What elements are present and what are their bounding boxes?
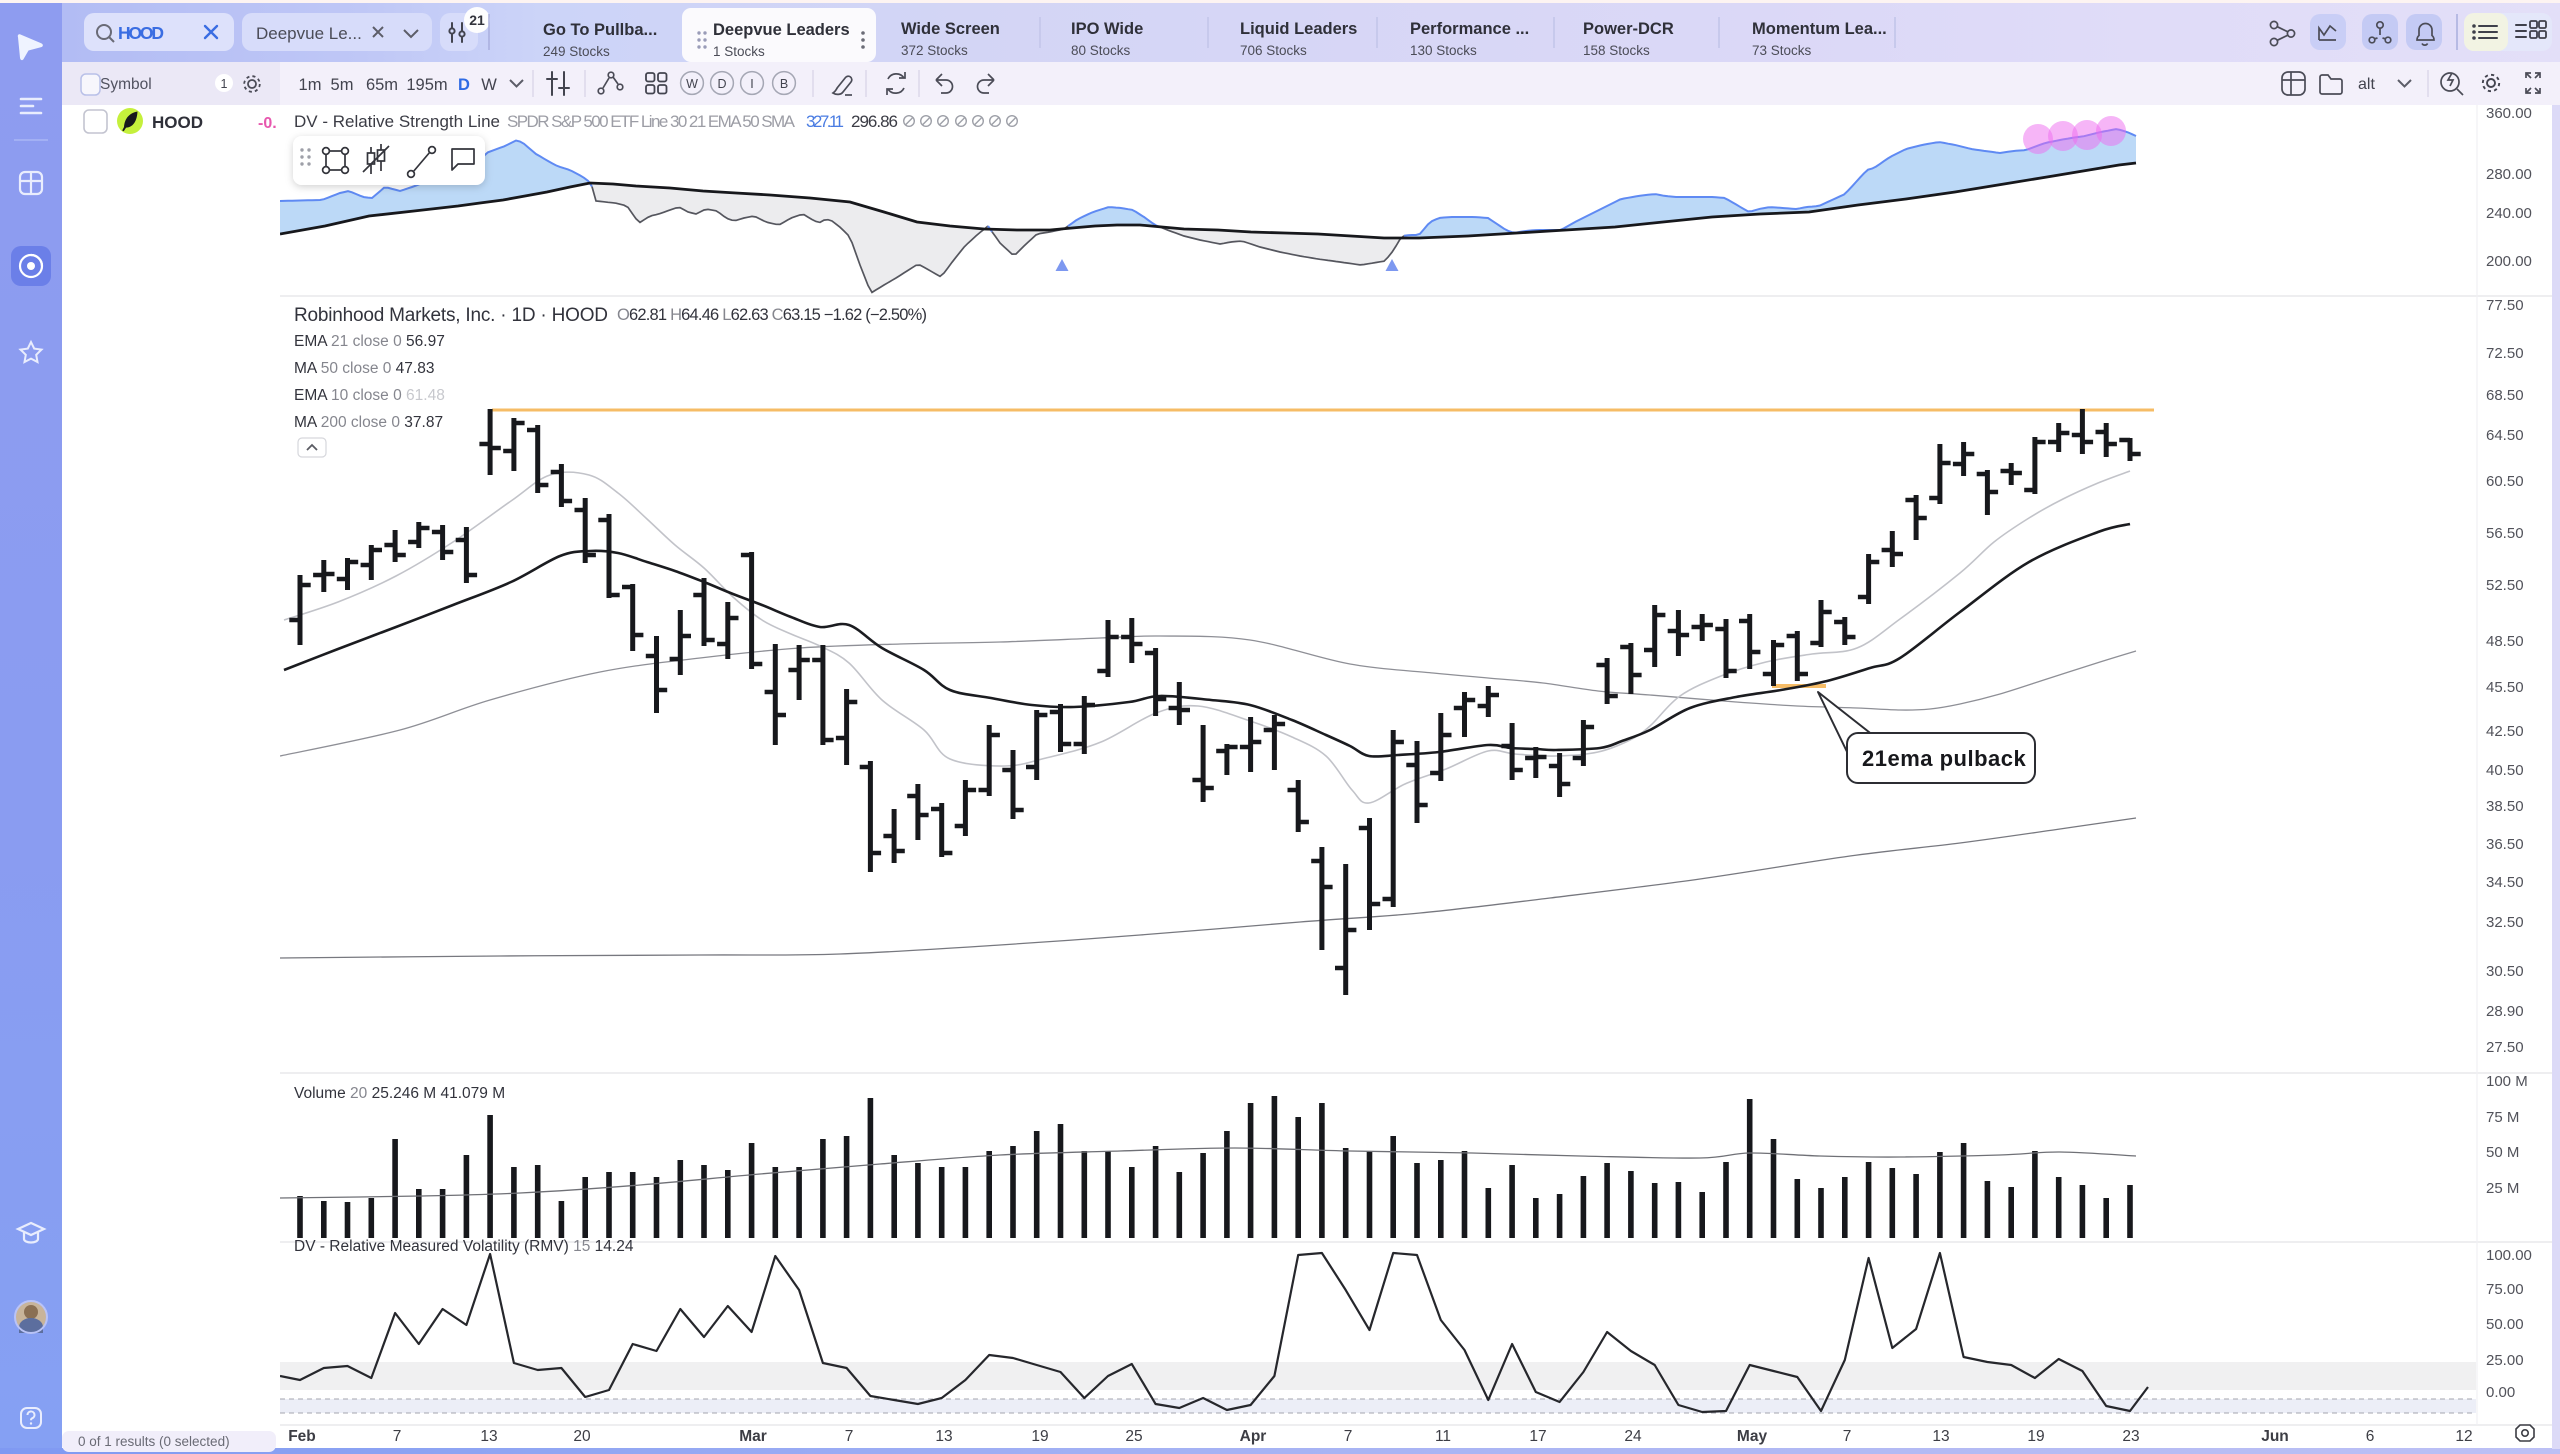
- svg-text:40.50: 40.50: [2486, 762, 2524, 779]
- svg-text:DV - Relative Strength Line: DV - Relative Strength Line: [294, 112, 500, 131]
- svg-text:25.00: 25.00: [2486, 1352, 2524, 1369]
- svg-text:7: 7: [393, 1428, 402, 1445]
- svg-text:34.50: 34.50: [2486, 874, 2524, 891]
- svg-text:52.50: 52.50: [2486, 577, 2524, 594]
- svg-text:13: 13: [480, 1428, 497, 1445]
- svg-text:24: 24: [1624, 1428, 1642, 1445]
- svg-text:MA 50 close 0 47.83: MA 50 close 0 47.83: [294, 360, 434, 377]
- svg-text:5m: 5m: [331, 76, 354, 94]
- svg-text:36.50: 36.50: [2486, 836, 2524, 853]
- svg-text:27.50: 27.50: [2486, 1039, 2524, 1056]
- svg-text:75 M: 75 M: [2486, 1109, 2519, 1126]
- svg-text:13: 13: [935, 1428, 952, 1445]
- svg-text:195m: 195m: [406, 76, 447, 94]
- svg-text:DV - Relative Measured Volatil: DV - Relative Measured Volatility (RMV) …: [294, 1238, 634, 1255]
- svg-text:100 M: 100 M: [2486, 1073, 2528, 1090]
- svg-text:65m: 65m: [366, 76, 398, 94]
- svg-text:327.11: 327.11: [806, 112, 844, 131]
- svg-text:HOOD: HOOD: [152, 113, 203, 132]
- svg-text:19: 19: [2027, 1428, 2044, 1445]
- svg-text:68.50: 68.50: [2486, 387, 2524, 404]
- svg-text:1m: 1m: [299, 76, 322, 94]
- svg-text:42.50: 42.50: [2486, 723, 2524, 740]
- svg-text:Apr: Apr: [1240, 1428, 1267, 1445]
- svg-text:200.00: 200.00: [2486, 253, 2532, 270]
- svg-text:75.00: 75.00: [2486, 1281, 2524, 1298]
- svg-text:7: 7: [845, 1428, 854, 1445]
- svg-text:EMA 21 close 0 56.97: EMA 21 close 0 56.97: [294, 333, 445, 350]
- svg-text:48.50: 48.50: [2486, 633, 2524, 650]
- svg-text:1: 1: [221, 77, 228, 91]
- svg-text:Robinhood Markets, Inc. · 1D ·: Robinhood Markets, Inc. · 1D · HOOD: [294, 305, 608, 326]
- svg-text:D: D: [458, 76, 470, 94]
- svg-text:EMA 10 close 0 61.48: EMA 10 close 0 61.48: [294, 387, 445, 404]
- svg-text:Volume 20 25.246 M 41.079 M: Volume 20 25.246 M 41.079 M: [294, 1085, 505, 1102]
- svg-text:Symbol: Symbol: [100, 76, 152, 93]
- svg-text:Mar: Mar: [739, 1428, 767, 1445]
- svg-text:17: 17: [1529, 1428, 1546, 1445]
- svg-text:11: 11: [1435, 1428, 1451, 1445]
- svg-text:25: 25: [1125, 1428, 1142, 1445]
- svg-text:50.00: 50.00: [2486, 1316, 2524, 1333]
- svg-text:W: W: [481, 76, 497, 94]
- svg-text:-0.: -0.: [258, 115, 277, 132]
- svg-text:280.00: 280.00: [2486, 166, 2532, 183]
- svg-text:W: W: [686, 77, 698, 91]
- svg-text:360.00: 360.00: [2486, 105, 2532, 122]
- svg-text:6: 6: [2366, 1428, 2375, 1445]
- svg-text:7: 7: [1344, 1428, 1353, 1445]
- svg-text:D: D: [717, 77, 726, 91]
- svg-text:7: 7: [1843, 1428, 1852, 1445]
- svg-text:May: May: [1737, 1428, 1768, 1445]
- svg-text:56.50: 56.50: [2486, 525, 2524, 542]
- svg-text:296.86: 296.86: [851, 112, 898, 131]
- svg-text:45.50: 45.50: [2486, 679, 2524, 696]
- svg-text:O62.81 H64.46 L62.63 C63.15 −1: O62.81 H64.46 L62.63 C63.15 −1.62 (−2.50…: [617, 306, 927, 324]
- svg-text:MA 200 close 0 37.87: MA 200 close 0 37.87: [294, 414, 443, 431]
- svg-text:20: 20: [573, 1428, 591, 1445]
- svg-text:Deepvue Le...: Deepvue Le...: [256, 24, 362, 43]
- svg-text:I: I: [750, 77, 753, 91]
- svg-text:64.50: 64.50: [2486, 427, 2524, 444]
- svg-text:77.50: 77.50: [2486, 297, 2524, 314]
- svg-text:100.00: 100.00: [2486, 1247, 2532, 1264]
- svg-text:Jun: Jun: [2261, 1428, 2289, 1445]
- svg-text:60.50: 60.50: [2486, 473, 2524, 490]
- svg-text:28.90: 28.90: [2486, 1003, 2524, 1020]
- svg-text:12: 12: [2455, 1428, 2472, 1445]
- svg-text:SPDR S&P 500 ETF Line 30 21 EM: SPDR S&P 500 ETF Line 30 21 EMA 50 SMA: [507, 112, 796, 131]
- svg-text:Feb: Feb: [288, 1428, 316, 1445]
- svg-text:240.00: 240.00: [2486, 205, 2532, 222]
- svg-text:19: 19: [1031, 1428, 1048, 1445]
- svg-text:alt: alt: [2358, 76, 2375, 93]
- svg-text:23: 23: [2122, 1428, 2139, 1445]
- svg-text:50 M: 50 M: [2486, 1144, 2519, 1161]
- svg-text:21: 21: [469, 12, 485, 28]
- svg-text:25 M: 25 M: [2486, 1180, 2519, 1197]
- svg-text:0.00: 0.00: [2486, 1384, 2515, 1401]
- svg-text:38.50: 38.50: [2486, 798, 2524, 815]
- svg-text:32.50: 32.50: [2486, 914, 2524, 931]
- svg-text:21ema pulback: 21ema pulback: [1862, 746, 2027, 771]
- svg-text:B: B: [780, 77, 788, 91]
- svg-text:72.50: 72.50: [2486, 345, 2524, 362]
- svg-text:HOOD: HOOD: [118, 23, 164, 43]
- svg-text:30.50: 30.50: [2486, 963, 2524, 980]
- svg-text:13: 13: [1932, 1428, 1949, 1445]
